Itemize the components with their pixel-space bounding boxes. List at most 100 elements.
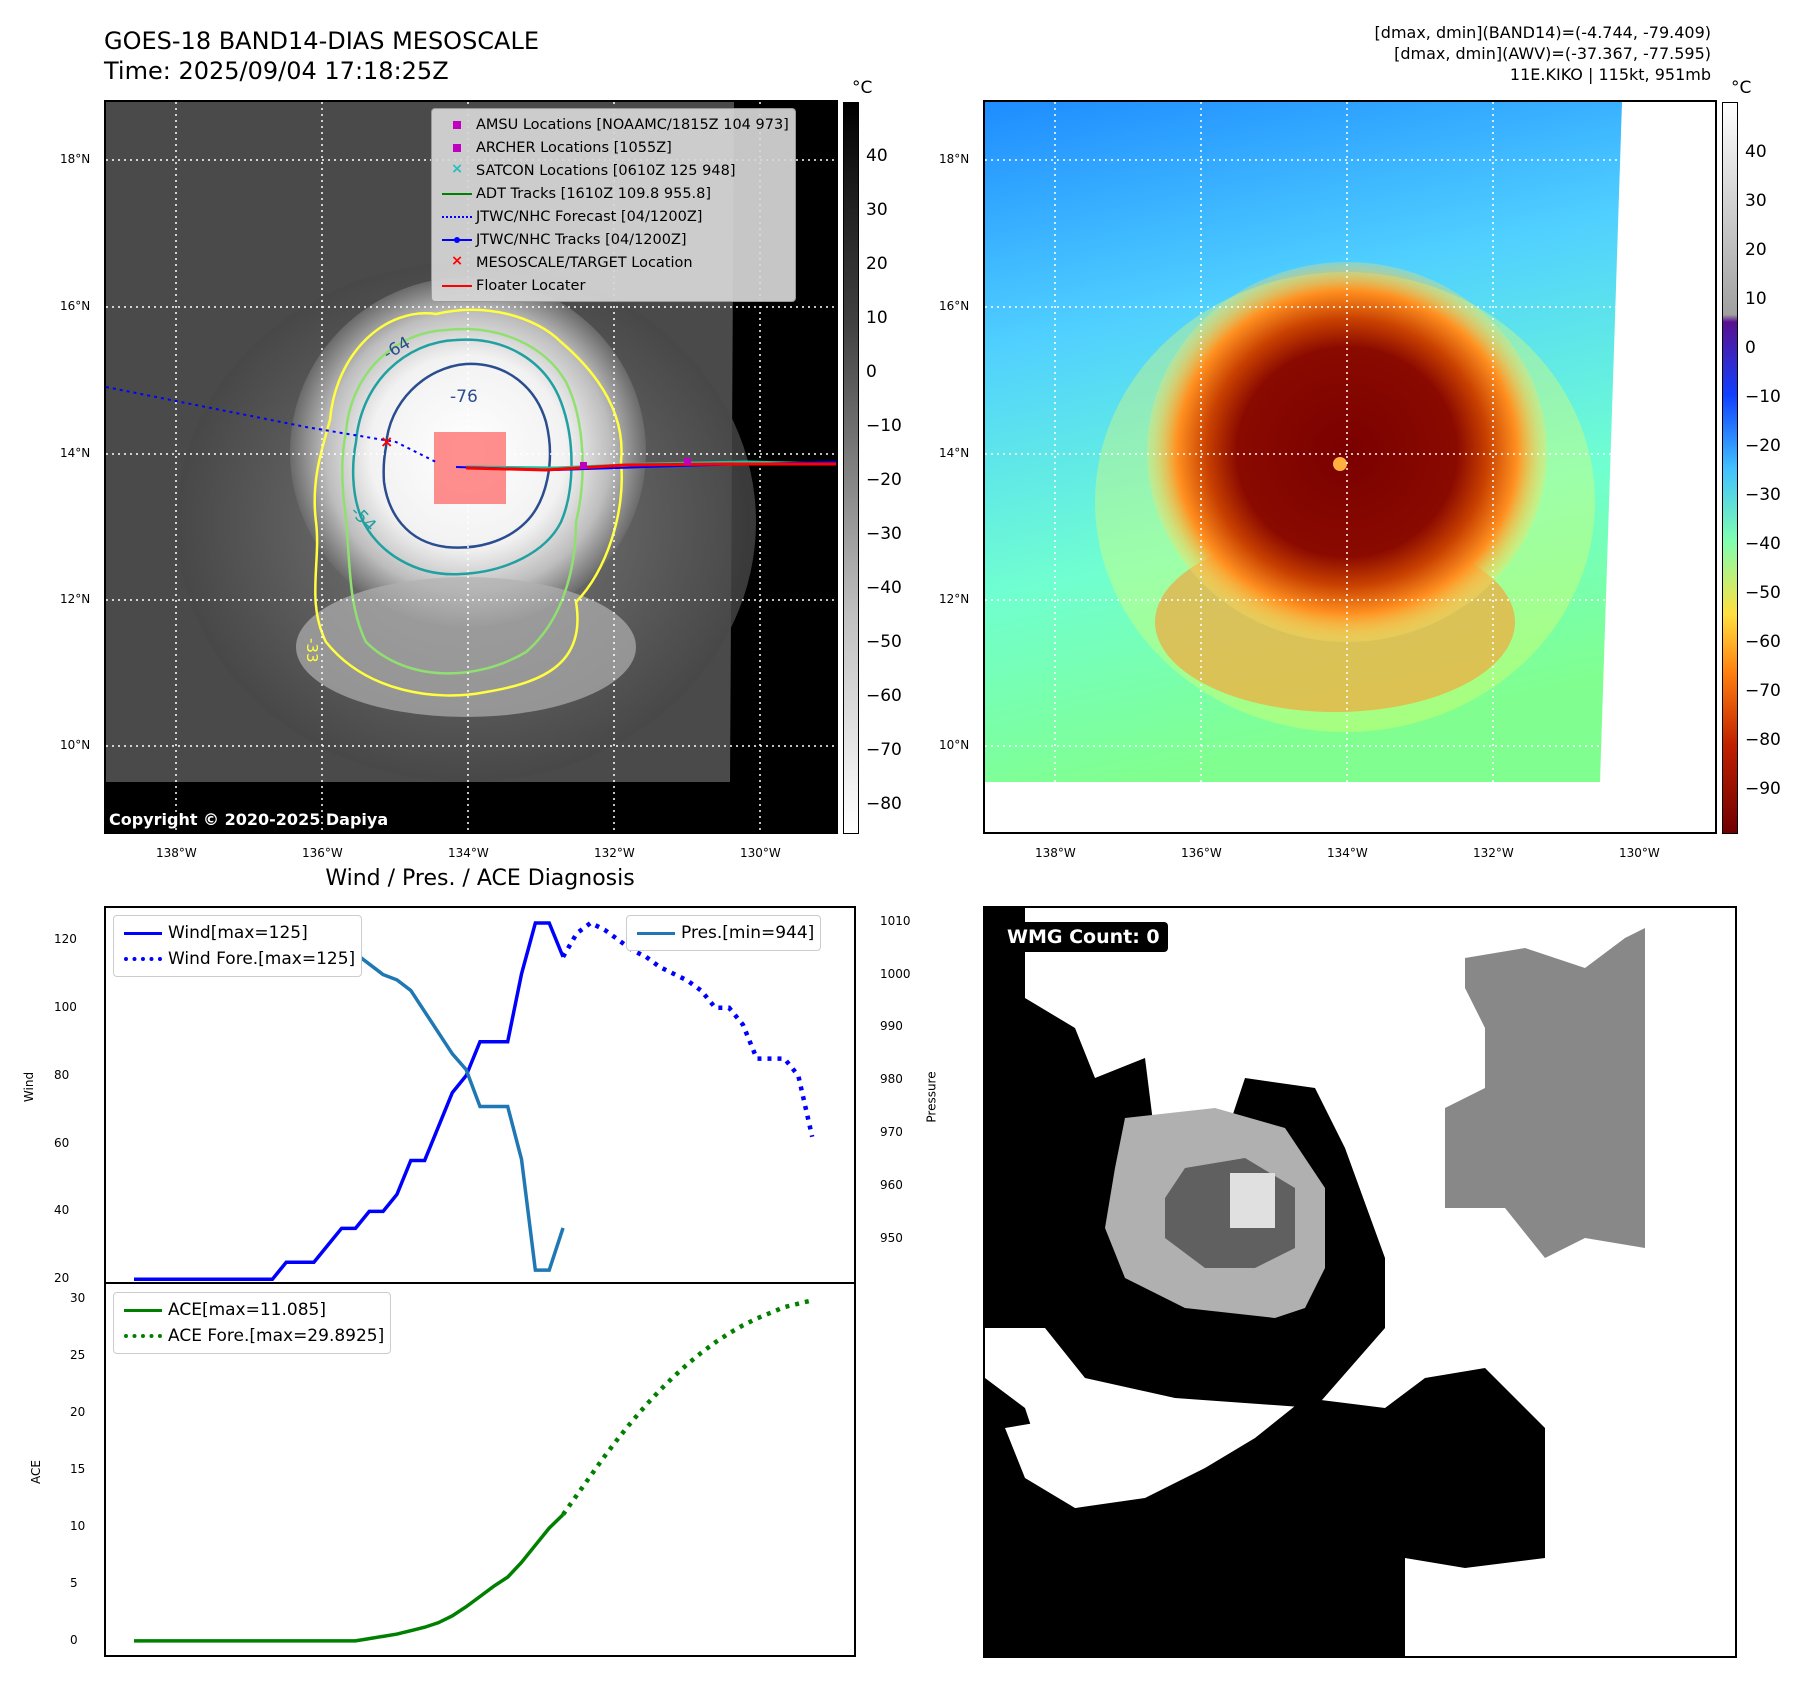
pressure-ytick: 950 <box>880 1230 903 1245</box>
series-line-ace <box>134 1513 565 1643</box>
ace-ytick: 20 <box>70 1405 86 1420</box>
series-line-ace-fore- <box>561 1298 813 1516</box>
wind-ytick: 60 <box>54 1135 70 1150</box>
forecast-track <box>106 386 437 463</box>
contour-teal <box>351 338 573 576</box>
cbar-tick: −20 <box>866 470 902 490</box>
ace-ytick: 25 <box>70 1348 86 1363</box>
legend-item: ACE[max=11.085] <box>120 1297 384 1323</box>
lat-label: 10°N <box>939 738 970 752</box>
wind-ylabel: Wind <box>22 1071 37 1103</box>
wmg-black-region-bottom <box>985 1368 1545 1656</box>
legend-item: JTWC/NHC Tracks [04/1200Z] <box>438 228 789 251</box>
cbar-tick: 20 <box>1745 240 1767 260</box>
cbar-tick: 0 <box>1745 338 1756 358</box>
wind-ytick: 100 <box>54 999 77 1014</box>
legend-item: ARCHER Locations [1055Z] <box>438 136 789 159</box>
lat-label: 16°N <box>60 299 91 313</box>
color-colorbar <box>1722 102 1738 834</box>
lon-label: 134°W <box>1327 846 1368 860</box>
cbar-tick: −60 <box>866 686 902 706</box>
cbar-tick: 10 <box>866 308 888 328</box>
wind-ytick: 80 <box>54 1067 70 1082</box>
color-colorbar-unit: °C <box>1731 78 1752 98</box>
lon-label: 130°W <box>740 846 781 860</box>
wmg-eye-bright <box>1230 1173 1275 1228</box>
copyright-notice: Copyright © 2020-2025 Dapiya <box>109 810 389 829</box>
gray-colorbar-unit: °C <box>852 78 873 98</box>
cbar-tick: −70 <box>866 740 902 760</box>
lat-label: 14°N <box>60 446 91 460</box>
ace-ytick: 5 <box>70 1575 78 1590</box>
contour-label-33: -33 <box>303 638 321 663</box>
lon-label: 138°W <box>156 846 197 860</box>
solid-line-icon <box>120 1300 168 1320</box>
eye <box>1333 457 1347 471</box>
cbar-tick: −70 <box>1745 681 1781 701</box>
lon-label: 136°W <box>1181 846 1222 860</box>
solid-line-icon <box>633 923 681 943</box>
pressure-ytick: 970 <box>880 1124 903 1139</box>
legend-item: AMSU Locations [NOAAMC/1815Z 104 973] <box>438 113 789 136</box>
map-legend: AMSU Locations [NOAAMC/1815Z 104 973] AR… <box>431 108 796 302</box>
wmg-white-hole <box>1005 1418 1185 1508</box>
cbar-tick: 0 <box>866 362 877 382</box>
diagnosis-title: Wind / Pres. / ACE Diagnosis <box>325 866 635 891</box>
pressure-legend: Pres.[min=944] <box>626 915 822 951</box>
pressure-ytick: 990 <box>880 1019 903 1034</box>
legend-item: ACE Fore.[max=29.8925] <box>120 1323 384 1349</box>
wmg-count-badge: WMG Count: 0 <box>999 922 1168 952</box>
x-marker-icon: × <box>451 160 464 177</box>
lat-label: 18°N <box>60 152 91 166</box>
info-block: [dmax, dmin](BAND14)=(-4.744, -79.409) [… <box>1375 22 1711 85</box>
contour-label-76: -76 <box>450 387 478 407</box>
cbar-tick: −30 <box>866 524 902 544</box>
wind-ytick: 120 <box>54 931 77 946</box>
cbar-tick: −10 <box>866 416 902 436</box>
ir-map-panel[interactable]: -64 -76 -54 -33 × AMSU Locations [NOAAMC… <box>104 100 838 834</box>
contour-lightgreen <box>341 327 584 675</box>
cbar-tick: −40 <box>1745 534 1781 554</box>
lat-label: 18°N <box>939 152 970 166</box>
cbar-tick: 20 <box>866 254 888 274</box>
color-map-image <box>985 102 1715 832</box>
legend-item: Wind[max=125] <box>120 920 355 946</box>
info-line-1: [dmax, dmin](BAND14)=(-4.744, -79.409) <box>1374 23 1711 42</box>
contour-navy <box>382 362 552 549</box>
pressure-ytick: 1000 <box>880 966 911 981</box>
legend-item: ADT Tracks [1610Z 109.8 955.8] <box>438 182 789 205</box>
legend-item: Floater Locater <box>438 274 789 297</box>
ace-ytick: 30 <box>70 1291 86 1306</box>
info-line-3: 11E.KIKO | 115kt, 951mb <box>1509 65 1711 84</box>
ace-ytick: 0 <box>70 1632 78 1647</box>
lon-label: 132°W <box>594 846 635 860</box>
cbar-tick: 30 <box>866 200 888 220</box>
wmg-panel[interactable]: WMG Count: 0 <box>983 906 1737 1658</box>
x-marker-icon: × <box>451 252 464 269</box>
lat-label: 14°N <box>939 446 970 460</box>
amsu-marker-2 <box>684 458 691 465</box>
ace-ylabel: ACE <box>28 1460 43 1484</box>
color-map-gridlines <box>985 102 1715 832</box>
pressure-ytick: 1010 <box>880 913 911 928</box>
cbar-tick: 40 <box>866 146 888 166</box>
cbar-tick: −40 <box>866 578 902 598</box>
wind-ytick: 20 <box>54 1271 70 1286</box>
lat-label: 12°N <box>60 592 91 606</box>
color-map-panel[interactable] <box>983 100 1717 834</box>
pressure-ylabel: Pressure <box>924 1071 939 1123</box>
cbar-tick: −90 <box>1745 779 1781 799</box>
dotted-line-icon <box>120 949 168 969</box>
cbar-tick: −20 <box>1745 436 1781 456</box>
title-line-1: GOES-18 BAND14-DIAS MESOSCALE <box>104 27 540 55</box>
cbar-tick: −60 <box>1745 632 1781 652</box>
gray-colorbar <box>843 102 859 834</box>
legend-item: × SATCON Locations [0610Z 125 948] <box>438 159 789 182</box>
legend-item: Wind Fore.[max=125] <box>120 946 355 972</box>
lon-label: 136°W <box>302 846 343 860</box>
lat-label: 12°N <box>939 592 970 606</box>
wind-legend: Wind[max=125] Wind Fore.[max=125] <box>113 915 363 977</box>
info-line-2: [dmax, dmin](AWV)=(-37.367, -77.595) <box>1394 44 1711 63</box>
square-marker-icon <box>438 115 476 135</box>
line-dot-icon <box>438 230 476 250</box>
